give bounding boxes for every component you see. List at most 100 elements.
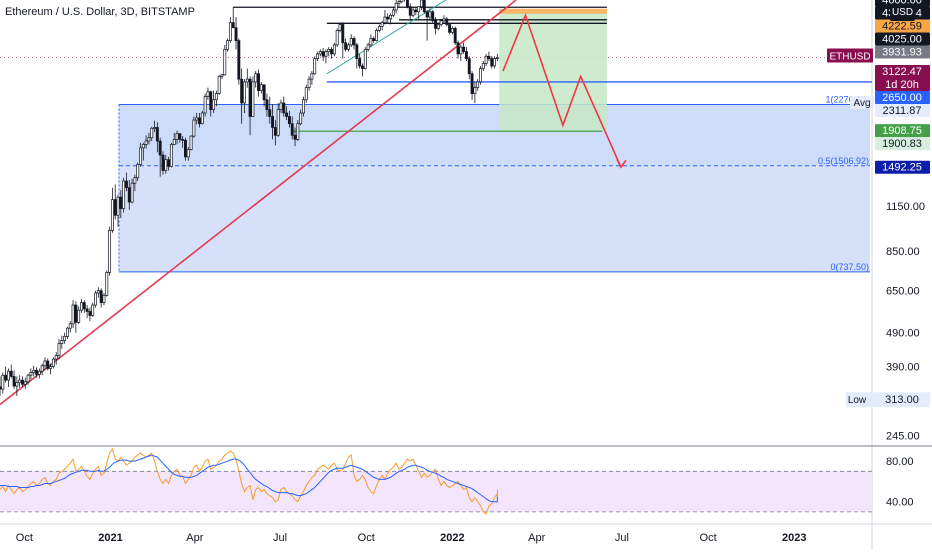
candle-body [60,340,64,345]
candle-body [349,38,353,46]
candle-body [307,78,311,88]
avg-badge [850,96,874,110]
candle-body [51,358,55,367]
candle-body [184,139,187,158]
candle-body [375,29,378,41]
candle-body [276,109,280,136]
candle-body [293,134,297,140]
candle-body [422,0,426,13]
candle-body [414,9,418,13]
candle-body [352,38,356,46]
candle-body [169,144,173,167]
candle-body [57,343,61,356]
candle-body [366,44,370,50]
candle-body [459,46,463,55]
low-badge-label: Low [848,395,867,406]
candle-body [287,116,291,125]
candle-body [231,22,235,28]
candle-body [91,304,95,316]
candle-body [335,29,339,46]
currency-button[interactable]: USD [890,5,915,21]
fib-zone-lower [118,165,871,272]
candle-body [346,44,350,50]
candle-body [108,230,112,273]
candle-body [226,40,230,50]
candle-body [12,376,16,387]
price-tag [875,124,930,138]
candle-body [245,78,249,83]
candle-body [316,53,319,59]
candle-body [363,48,367,69]
price-tag-label: 4025.00 [882,34,922,46]
candle-body [456,42,460,55]
candle-body [144,140,148,145]
trendline-support [0,0,517,406]
price-tick-label: 850.00 [886,246,920,258]
candle-body [26,374,30,383]
candle-body [237,40,241,80]
rsi-pane: 80.00 40.00 [0,447,914,515]
rsi-tick-label: 40.00 [886,497,914,509]
candle-body [262,84,266,101]
price-tag [875,137,930,151]
candle-body [313,58,317,75]
candle-body [9,370,13,377]
candle-body [161,154,165,171]
candle-body [220,74,224,77]
candle-body [279,102,283,110]
candle-body [389,14,393,20]
candle-body [332,44,336,55]
fib-retracement: 1(2276.34) 0.5(1506.92) 0(737.50) [118,94,871,273]
position-profit-zone [499,12,607,131]
candle-body [428,11,432,18]
candle-body [122,180,126,209]
candle-body [167,159,171,167]
candle-body [136,164,140,179]
rsi-tick-label: 80.00 [886,456,914,468]
candle-body [254,73,258,83]
candle-body [296,123,300,140]
price-tag-label: 4600.00 [882,0,922,7]
candle-body [99,290,103,303]
candle-body [495,57,499,59]
projection-path [502,12,627,169]
price-tag-label: 4222.59 [882,21,922,33]
candle-body [383,16,387,23]
candle-body [302,99,305,114]
fib-level-label: 0.5(1506.92) [818,156,869,166]
candle-body [1,374,5,390]
projection-line [502,12,622,168]
candle-body [63,335,67,341]
candle-body [394,2,398,11]
candle-body [172,139,176,145]
candle-body [15,382,19,387]
candle-body [448,24,452,33]
candle-body [74,304,78,323]
avg-badge-label: Avg [853,98,870,109]
candle-body [450,28,454,33]
candle-body [425,11,429,18]
time-tick-label: Jul [273,532,287,544]
time-tick-label: Apr [186,532,203,544]
price-tick-label: 245.00 [886,431,920,443]
candle-body [116,196,120,216]
candle-body [372,38,376,41]
candle-body [377,26,381,31]
low-badge [846,392,930,408]
candle-body [257,73,260,91]
candle-body [71,304,75,325]
time-axis: Oct 2021 Apr Jul Oct 2022 Apr Jul Oct 2023 [16,532,807,544]
candle-body [54,355,58,360]
candle-body [37,370,41,375]
candle-body [96,290,100,294]
price-tag-sublabel: 1d 20h [885,79,919,91]
candle-body [127,187,131,203]
price-tick-label: 1150.00 [886,201,925,213]
candle-body [198,117,201,125]
candle-body [150,127,154,139]
fib-level-label: 0(737.50) [830,262,869,272]
candle-body [189,135,193,150]
